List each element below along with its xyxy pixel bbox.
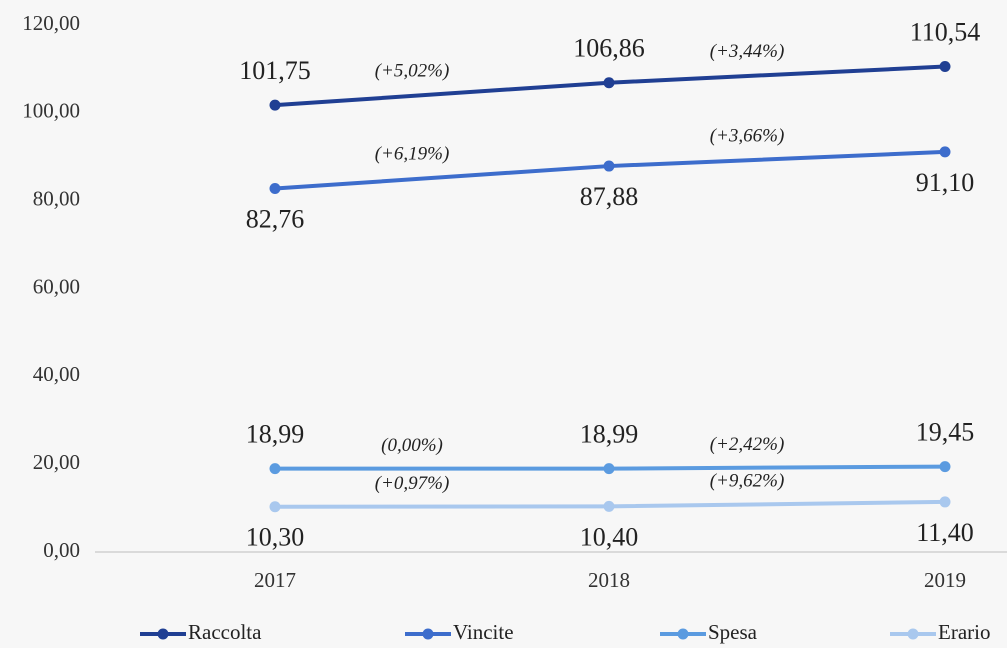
value-label: 18,99 [580,420,639,449]
value-label: 18,99 [246,420,305,449]
y-tick-label: 120,00 [22,11,80,35]
point [939,496,951,508]
point [603,160,615,172]
value-label: 10,40 [580,522,639,551]
value-label: 10,30 [246,523,305,552]
change-label: (+3,44%) [710,41,785,62]
point [939,461,951,473]
value-label: 101,75 [239,56,311,85]
y-tick-label: 0,00 [43,538,80,562]
change-label: (+5,02%) [375,60,450,81]
y-tick-label: 60,00 [33,274,80,298]
y-tick-label: 80,00 [33,186,80,210]
legend-marker [422,628,434,640]
point [269,501,281,513]
value-label: 11,40 [916,518,974,547]
point [939,146,951,158]
legend-marker [157,628,169,640]
y-tick-label: 100,00 [22,99,80,123]
change-label: (+9,62%) [710,470,785,491]
legend-marker [907,628,919,640]
x-tick-label: 2019 [924,568,966,592]
y-tick-label: 20,00 [33,450,80,474]
value-label: 87,88 [580,182,639,211]
point [269,463,281,475]
change-label: (0,00%) [381,435,443,456]
x-tick-label: 2018 [588,568,630,592]
point [603,77,615,89]
legend-label: Vincite [453,620,514,644]
value-label: 110,54 [910,18,981,47]
value-label: 91,10 [916,168,975,197]
change-label: (+0,97%) [375,473,450,494]
point [603,500,615,512]
legend-label: Erario [938,620,990,644]
legend-marker [677,628,689,640]
value-label: 82,76 [246,205,305,234]
point [269,183,281,195]
value-label: 19,45 [916,418,975,447]
y-tick-label: 40,00 [33,362,80,386]
x-tick-label: 2017 [254,568,296,592]
legend-label: Raccolta [188,620,262,644]
change-label: (+3,66%) [710,125,785,146]
change-label: (+2,42%) [710,434,785,455]
value-label: 106,86 [573,34,645,63]
point [269,99,281,111]
legend-label: Spesa [708,620,758,644]
point [939,61,951,73]
change-label: (+6,19%) [375,144,450,165]
point [603,463,615,475]
